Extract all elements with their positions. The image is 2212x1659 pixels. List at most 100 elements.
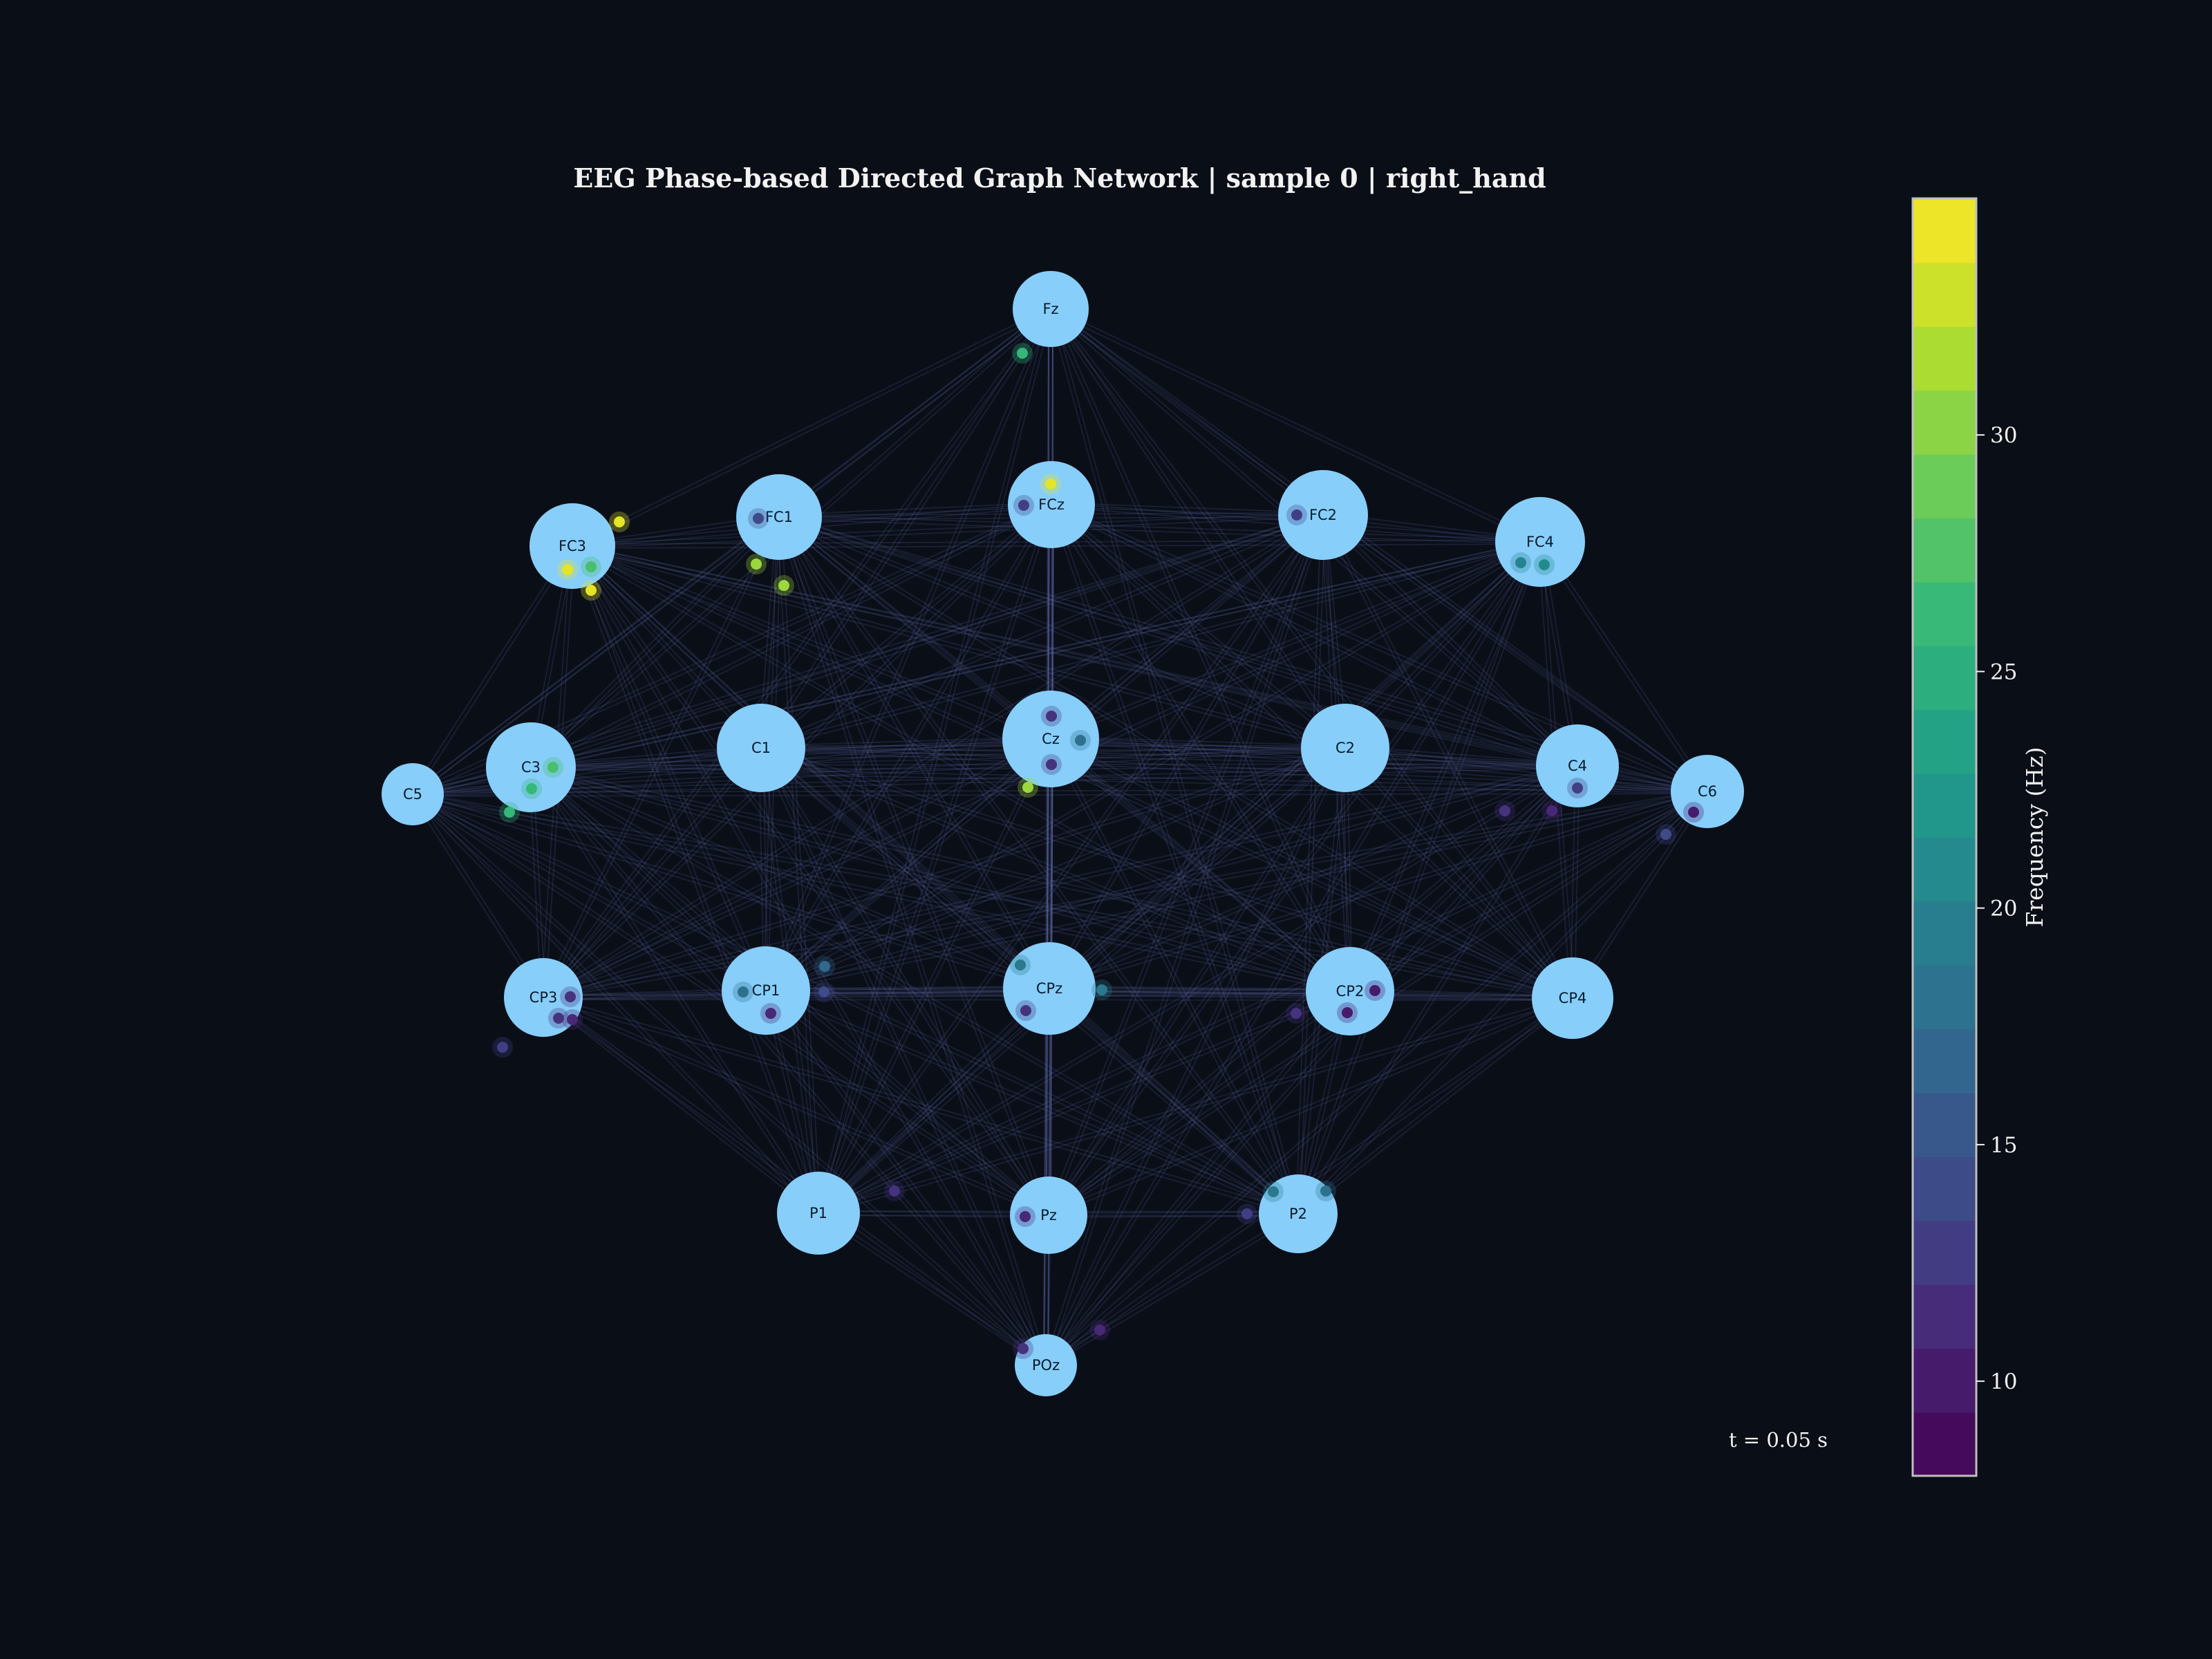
edge-FCz-C1 bbox=[759, 502, 1051, 747]
node-label: FCz bbox=[1038, 496, 1065, 513]
colorbar-band bbox=[1913, 1029, 1976, 1094]
colorbar-band bbox=[1913, 262, 1976, 327]
edge-CP1-CPz bbox=[766, 989, 1050, 993]
edge-CP3-C2 bbox=[543, 749, 1347, 1000]
edge-FC1-POz bbox=[776, 517, 1045, 1367]
edge-FC2-P2 bbox=[1295, 514, 1322, 1214]
edge-CP2-C6 bbox=[1350, 792, 1709, 994]
edge-FCz-FC1 bbox=[778, 502, 1051, 516]
edge-C6-POz bbox=[1044, 789, 1707, 1365]
colorbar-band bbox=[1913, 1092, 1976, 1157]
particle-dot bbox=[1018, 500, 1029, 511]
particle-dot bbox=[818, 986, 830, 997]
edge-CP2-C5 bbox=[413, 791, 1351, 991]
edge-FCz-C4 bbox=[1050, 505, 1577, 769]
edge-P2-C5 bbox=[413, 791, 1300, 1213]
edge-C6-FC3 bbox=[572, 543, 1708, 791]
edge-CP1-CP4 bbox=[765, 991, 1573, 1001]
edge-C6-P2 bbox=[1296, 789, 1707, 1213]
edge-FC1-C5 bbox=[411, 514, 778, 794]
edge-C1-CP2 bbox=[760, 749, 1350, 994]
particle-dot bbox=[1022, 782, 1033, 793]
edge-C6-CP4 bbox=[1570, 789, 1707, 997]
edge-FC4-P2 bbox=[1295, 541, 1539, 1214]
edge-FC3-C5 bbox=[410, 544, 572, 794]
edge-CP1-Pz bbox=[764, 991, 1048, 1218]
node-label: Fz bbox=[1042, 301, 1058, 317]
edge-C1-FC4 bbox=[761, 543, 1541, 751]
particle-dot bbox=[526, 783, 537, 794]
edge-Pz-CP3 bbox=[543, 995, 1050, 1215]
edge-Cz-C2 bbox=[1050, 740, 1345, 751]
colorbar-label: Frequency (Hz) bbox=[2021, 747, 2048, 928]
edge-Fz-P1 bbox=[816, 308, 1050, 1213]
edge-POz-C2 bbox=[1047, 748, 1348, 1367]
edge-FC1-C3 bbox=[529, 515, 778, 767]
edge-FC4-C5 bbox=[412, 539, 1540, 794]
edge-C2-C3 bbox=[530, 745, 1345, 767]
node-FCz: FCz bbox=[1008, 461, 1095, 548]
particle-Cz bbox=[1041, 754, 1062, 775]
particle-dot bbox=[1688, 807, 1699, 818]
particle-P2 bbox=[1263, 1181, 1284, 1202]
edge-C3-CPz bbox=[529, 768, 1049, 991]
particle-FC3 bbox=[557, 559, 578, 580]
edge-FC2-Cz bbox=[1049, 512, 1322, 738]
edge-C6-P1 bbox=[817, 789, 1707, 1212]
edge-FC2-Fz bbox=[1051, 306, 1325, 514]
edge-FC2-FCz bbox=[1051, 502, 1324, 514]
edge-C1-POz bbox=[758, 748, 1045, 1367]
edge-C1-CP3 bbox=[541, 746, 760, 997]
edge-CP2-C4 bbox=[1351, 767, 1580, 993]
colorbar-band bbox=[1913, 326, 1976, 391]
particle-FC1 bbox=[748, 508, 769, 529]
particle-dot bbox=[1096, 984, 1107, 995]
particle-FC1 bbox=[774, 575, 794, 596]
edge-C3-CP1 bbox=[529, 768, 765, 993]
particle-CP3 bbox=[548, 1008, 569, 1029]
edge-Pz-CP4 bbox=[1049, 999, 1574, 1218]
edge-Cz-CP3 bbox=[542, 736, 1051, 997]
particle-dot bbox=[1291, 1008, 1302, 1019]
edge-P1-C4 bbox=[819, 767, 1580, 1216]
particle-dot bbox=[1342, 1007, 1353, 1018]
edge-C1-C4 bbox=[760, 749, 1577, 769]
edge-FC1-C4 bbox=[778, 518, 1577, 769]
node-circle bbox=[1259, 1174, 1338, 1253]
edge-Cz-FC1 bbox=[780, 514, 1053, 738]
particle-layer bbox=[492, 343, 1704, 1359]
edge-CP2-FCz bbox=[1052, 503, 1353, 991]
particle-dot bbox=[553, 1013, 564, 1024]
edge-C4-CP2 bbox=[1348, 764, 1577, 991]
node-FC1: FC1 bbox=[736, 474, 822, 560]
edge-CP4-P1 bbox=[817, 995, 1573, 1212]
edge-FC1-P1 bbox=[776, 517, 818, 1214]
edge-CP2-Cz bbox=[1051, 736, 1352, 991]
colorbar-band bbox=[1913, 390, 1976, 455]
edge-P1-C5 bbox=[413, 792, 821, 1212]
node-label: FC2 bbox=[1309, 507, 1337, 523]
edge-C5-C4 bbox=[413, 767, 1578, 797]
edge-P1-CP3 bbox=[544, 995, 821, 1212]
edge-P2-C4 bbox=[1299, 767, 1580, 1216]
edge-C5-CP3 bbox=[410, 795, 543, 1000]
particle-dot bbox=[1094, 1324, 1105, 1335]
edge-P2-CPz bbox=[1050, 986, 1300, 1213]
edge-CP4-Cz bbox=[1051, 736, 1574, 997]
node-circle bbox=[382, 763, 444, 825]
edge-C5-POz bbox=[411, 795, 1045, 1367]
edge-FC2-POz bbox=[1043, 514, 1322, 1365]
edge-P1-FCz bbox=[819, 505, 1054, 1215]
edge-FCz-CP2 bbox=[1049, 505, 1349, 993]
edge-CP4-Pz bbox=[1047, 995, 1573, 1215]
edge-FC3-CPz bbox=[570, 547, 1049, 991]
particle-dot bbox=[819, 961, 830, 972]
edge-C3-P2 bbox=[529, 768, 1297, 1217]
edge-CP1-Fz bbox=[767, 309, 1053, 992]
figure-title: EEG Phase-based Directed Graph Network |… bbox=[573, 162, 1546, 194]
edge-Pz-CP2 bbox=[1049, 992, 1352, 1218]
colorbar-band bbox=[1913, 1156, 1976, 1221]
edge-C3-CP4 bbox=[530, 768, 1573, 1001]
time-label: t = 0.05 s bbox=[1729, 1428, 1828, 1452]
edge-CP3-Cz bbox=[543, 740, 1052, 1000]
